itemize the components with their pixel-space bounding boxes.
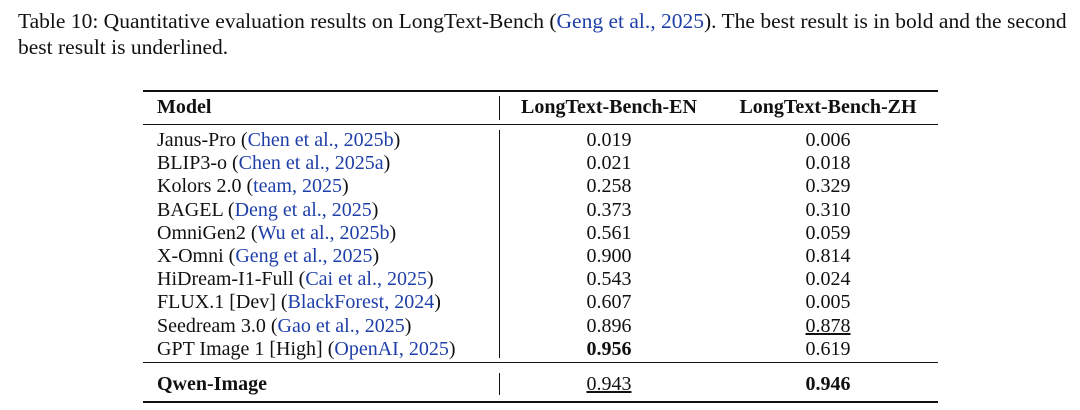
column-header: Model — [157, 96, 212, 118]
model-name: Janus-Pro — [157, 129, 236, 151]
citation: Wu et al., 2025b — [251, 222, 396, 244]
citation: team, 2025 — [246, 175, 348, 197]
value-cell: 0.018 — [805, 152, 851, 175]
citation-link[interactable]: BlackForest, 2024 — [287, 291, 435, 314]
model-name: X-Omni — [157, 245, 224, 267]
citation-link[interactable]: Geng et al., 2025 — [235, 245, 373, 267]
value-cell: 0.814 — [805, 245, 851, 267]
value-cell: 0.310 — [805, 198, 851, 221]
value-cell: 0.878 — [805, 314, 851, 337]
model-cell: FLUX.1 [Dev] BlackForest, 2024 — [157, 291, 441, 314]
model-name: BAGEL — [157, 198, 223, 221]
model-name: HiDream-I1-Full — [157, 268, 294, 291]
caption-citation[interactable]: Geng et al., 2025 — [556, 9, 705, 33]
value-cell: 0.543 — [586, 268, 632, 291]
citation-link[interactable]: team, 2025 — [253, 175, 342, 198]
value-cell: 0.561 — [586, 221, 632, 244]
citation-link[interactable]: Deng et al., 2025 — [234, 198, 372, 221]
model-name: GPT Image 1 [High] — [157, 337, 323, 360]
citation-link[interactable]: Wu et al., 2025b — [257, 221, 390, 244]
value-cell: 0.943 — [586, 373, 632, 395]
value-cell: 0.896 — [586, 314, 632, 337]
citation: BlackForest, 2024 — [281, 291, 441, 313]
value-cell: 0.607 — [586, 291, 632, 314]
model-cell: Seedream 3.0 Gao et al., 2025 — [157, 315, 411, 338]
column-divider — [499, 96, 500, 120]
citation: Cai et al., 2025 — [299, 268, 434, 290]
caption-prefix: Table 10: Quantitative evaluation result… — [18, 9, 557, 33]
value-cell: 0.006 — [805, 129, 851, 151]
model-cell: Qwen-Image — [157, 373, 267, 395]
model-name: OmniGen2 — [157, 221, 246, 244]
model-cell: BLIP3-o Chen et al., 2025a — [157, 152, 390, 175]
citation: Geng et al., 2025 — [229, 245, 380, 267]
model-cell: HiDream-I1-Full Cai et al., 2025 — [157, 268, 434, 291]
value-cell: 0.258 — [586, 175, 632, 198]
citation: Deng et al., 2025 — [228, 199, 379, 221]
citation: Gao et al., 2025 — [271, 315, 412, 337]
citation-link[interactable]: Chen et al., 2025b — [247, 129, 394, 151]
value-cell: 0.019 — [586, 129, 632, 151]
model-cell: Kolors 2.0 team, 2025 — [157, 175, 349, 198]
citation: Chen et al., 2025b — [241, 129, 400, 151]
top-rule — [143, 90, 938, 92]
model-name: FLUX.1 [Dev] — [157, 291, 276, 314]
model-name: Seedream 3.0 — [157, 314, 266, 337]
caption: Table 10: Quantitative evaluation result… — [18, 8, 1076, 60]
column-header: LongText-Bench-ZH — [739, 96, 917, 118]
value-cell: 0.946 — [805, 373, 851, 395]
column-header: LongText-Bench-EN — [521, 96, 697, 118]
bottom-rule — [143, 401, 938, 403]
citation-link[interactable]: OpenAI, 2025 — [334, 337, 449, 360]
value-cell: 0.005 — [805, 291, 851, 314]
model-name: Kolors 2.0 — [157, 175, 242, 198]
value-cell: 0.619 — [805, 337, 851, 360]
citation: OpenAI, 2025 — [328, 338, 456, 360]
value-cell: 0.373 — [586, 198, 632, 221]
citation-link[interactable]: Chen et al., 2025a — [238, 152, 384, 175]
citation: Chen et al., 2025a — [232, 152, 390, 174]
value-cell: 0.900 — [586, 245, 632, 267]
model-cell: Janus-Pro Chen et al., 2025b — [157, 129, 400, 152]
column-divider — [499, 130, 500, 358]
value-cell: 0.329 — [805, 175, 851, 198]
citation-link[interactable]: Cai et al., 2025 — [305, 268, 427, 291]
caption-suffix: ). The best result is in bold and the se… — [18, 9, 1067, 59]
model-name: BLIP3-o — [157, 152, 227, 175]
column-divider — [499, 373, 500, 395]
citation-link[interactable]: Gao et al., 2025 — [277, 314, 405, 337]
model-cell: X-Omni Geng et al., 2025 — [157, 245, 379, 268]
value-cell: 0.024 — [805, 268, 851, 291]
value-cell: 0.956 — [586, 337, 632, 360]
header-rule — [143, 124, 938, 125]
model-cell: BAGEL Deng et al., 2025 — [157, 199, 378, 222]
model-cell: GPT Image 1 [High] OpenAI, 2025 — [157, 338, 456, 361]
value-cell: 0.021 — [586, 152, 632, 175]
group-rule — [143, 362, 938, 363]
model-cell: OmniGen2 Wu et al., 2025b — [157, 222, 396, 245]
value-cell: 0.059 — [805, 221, 851, 244]
